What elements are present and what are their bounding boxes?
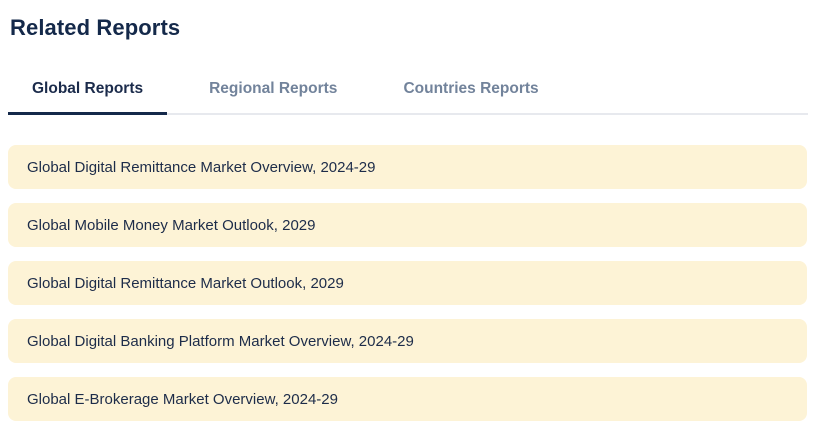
tab-global-reports[interactable]: Global Reports bbox=[8, 70, 168, 115]
related-reports-section: Related Reports Global Reports Regional … bbox=[0, 15, 826, 444]
report-item[interactable]: Global Digital Banking Platform Market O… bbox=[8, 319, 807, 363]
tab-regional-reports[interactable]: Regional Reports bbox=[209, 80, 338, 97]
report-item[interactable]: Global Digital Remittance Market Overvie… bbox=[8, 145, 807, 189]
report-item[interactable]: Global Digital Remittance Market Outlook… bbox=[8, 261, 807, 305]
tabs-bar: Global Reports Regional Reports Countrie… bbox=[8, 70, 808, 115]
report-item[interactable]: Global Mobile Money Market Outlook, 2029 bbox=[8, 203, 807, 247]
report-item[interactable]: Global E-Brokerage Market Overview, 2024… bbox=[8, 377, 807, 421]
report-list: Global Digital Remittance Market Overvie… bbox=[8, 145, 807, 421]
tab-countries-reports[interactable]: Countries Reports bbox=[403, 80, 539, 97]
section-title: Related Reports bbox=[10, 15, 181, 40]
